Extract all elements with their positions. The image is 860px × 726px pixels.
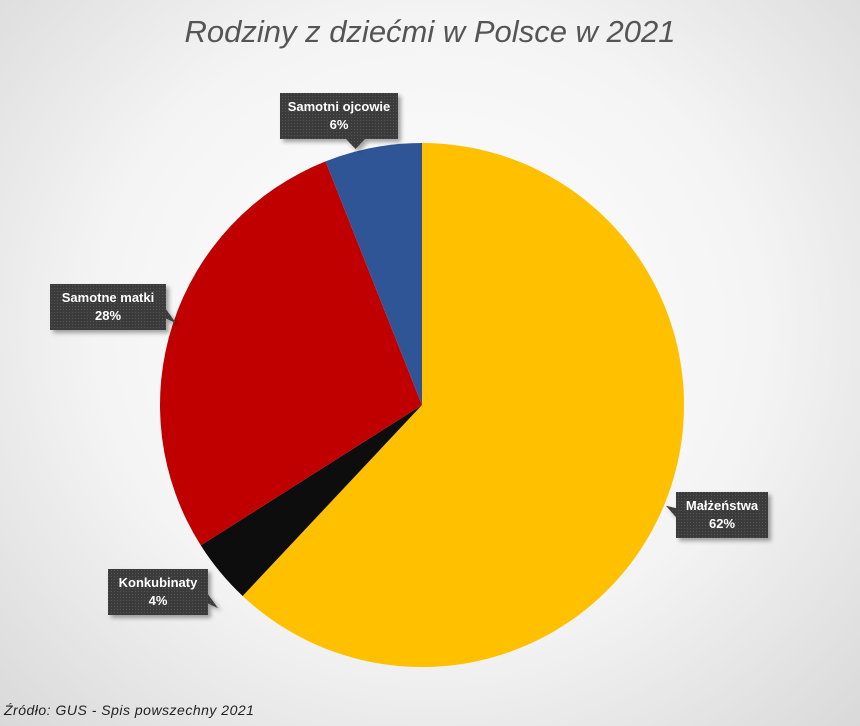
data-label-samotni-ojcowie: Samotni ojcowie 6% xyxy=(280,93,398,149)
pie-slice-samotni-ojcowie xyxy=(325,143,422,405)
data-label-callouts: Małżeństwa 62% Konkubinaty 4% Samotne matki 2… xyxy=(50,93,768,615)
callout-box xyxy=(50,284,176,330)
data-label-malzenstwa: Małżeństwa 62% xyxy=(666,492,768,538)
slice-name-label: Samotni ojcowie xyxy=(288,99,391,114)
pie-slice-konkubinaty xyxy=(200,405,422,596)
data-label-konkubinaty: Konkubinaty 4% xyxy=(108,569,218,615)
pie-slice-malzenstwa xyxy=(242,143,684,667)
slice-percent-label: 62% xyxy=(709,516,735,531)
slice-percent-label: 6% xyxy=(330,117,349,132)
source-note: Źródło: GUS - Spis powszechny 2021 xyxy=(4,702,255,718)
callout-box xyxy=(666,492,768,538)
data-label-samotne-matki: Samotne matki 28% xyxy=(50,284,176,330)
slice-name-label: Małżeństwa xyxy=(686,498,759,513)
callout-box xyxy=(108,569,218,615)
pie-slice-samotne-matki xyxy=(159,161,422,546)
slice-name-label: Konkubinaty xyxy=(119,575,198,590)
pie-slices xyxy=(159,143,684,667)
slice-percent-label: 4% xyxy=(149,593,168,608)
slice-name-label: Samotne matki xyxy=(62,290,154,305)
slice-percent-label: 28% xyxy=(95,308,121,323)
callout-box xyxy=(280,93,398,149)
chart-title: Rodziny z dziećmi w Polsce w 2021 xyxy=(184,14,676,49)
